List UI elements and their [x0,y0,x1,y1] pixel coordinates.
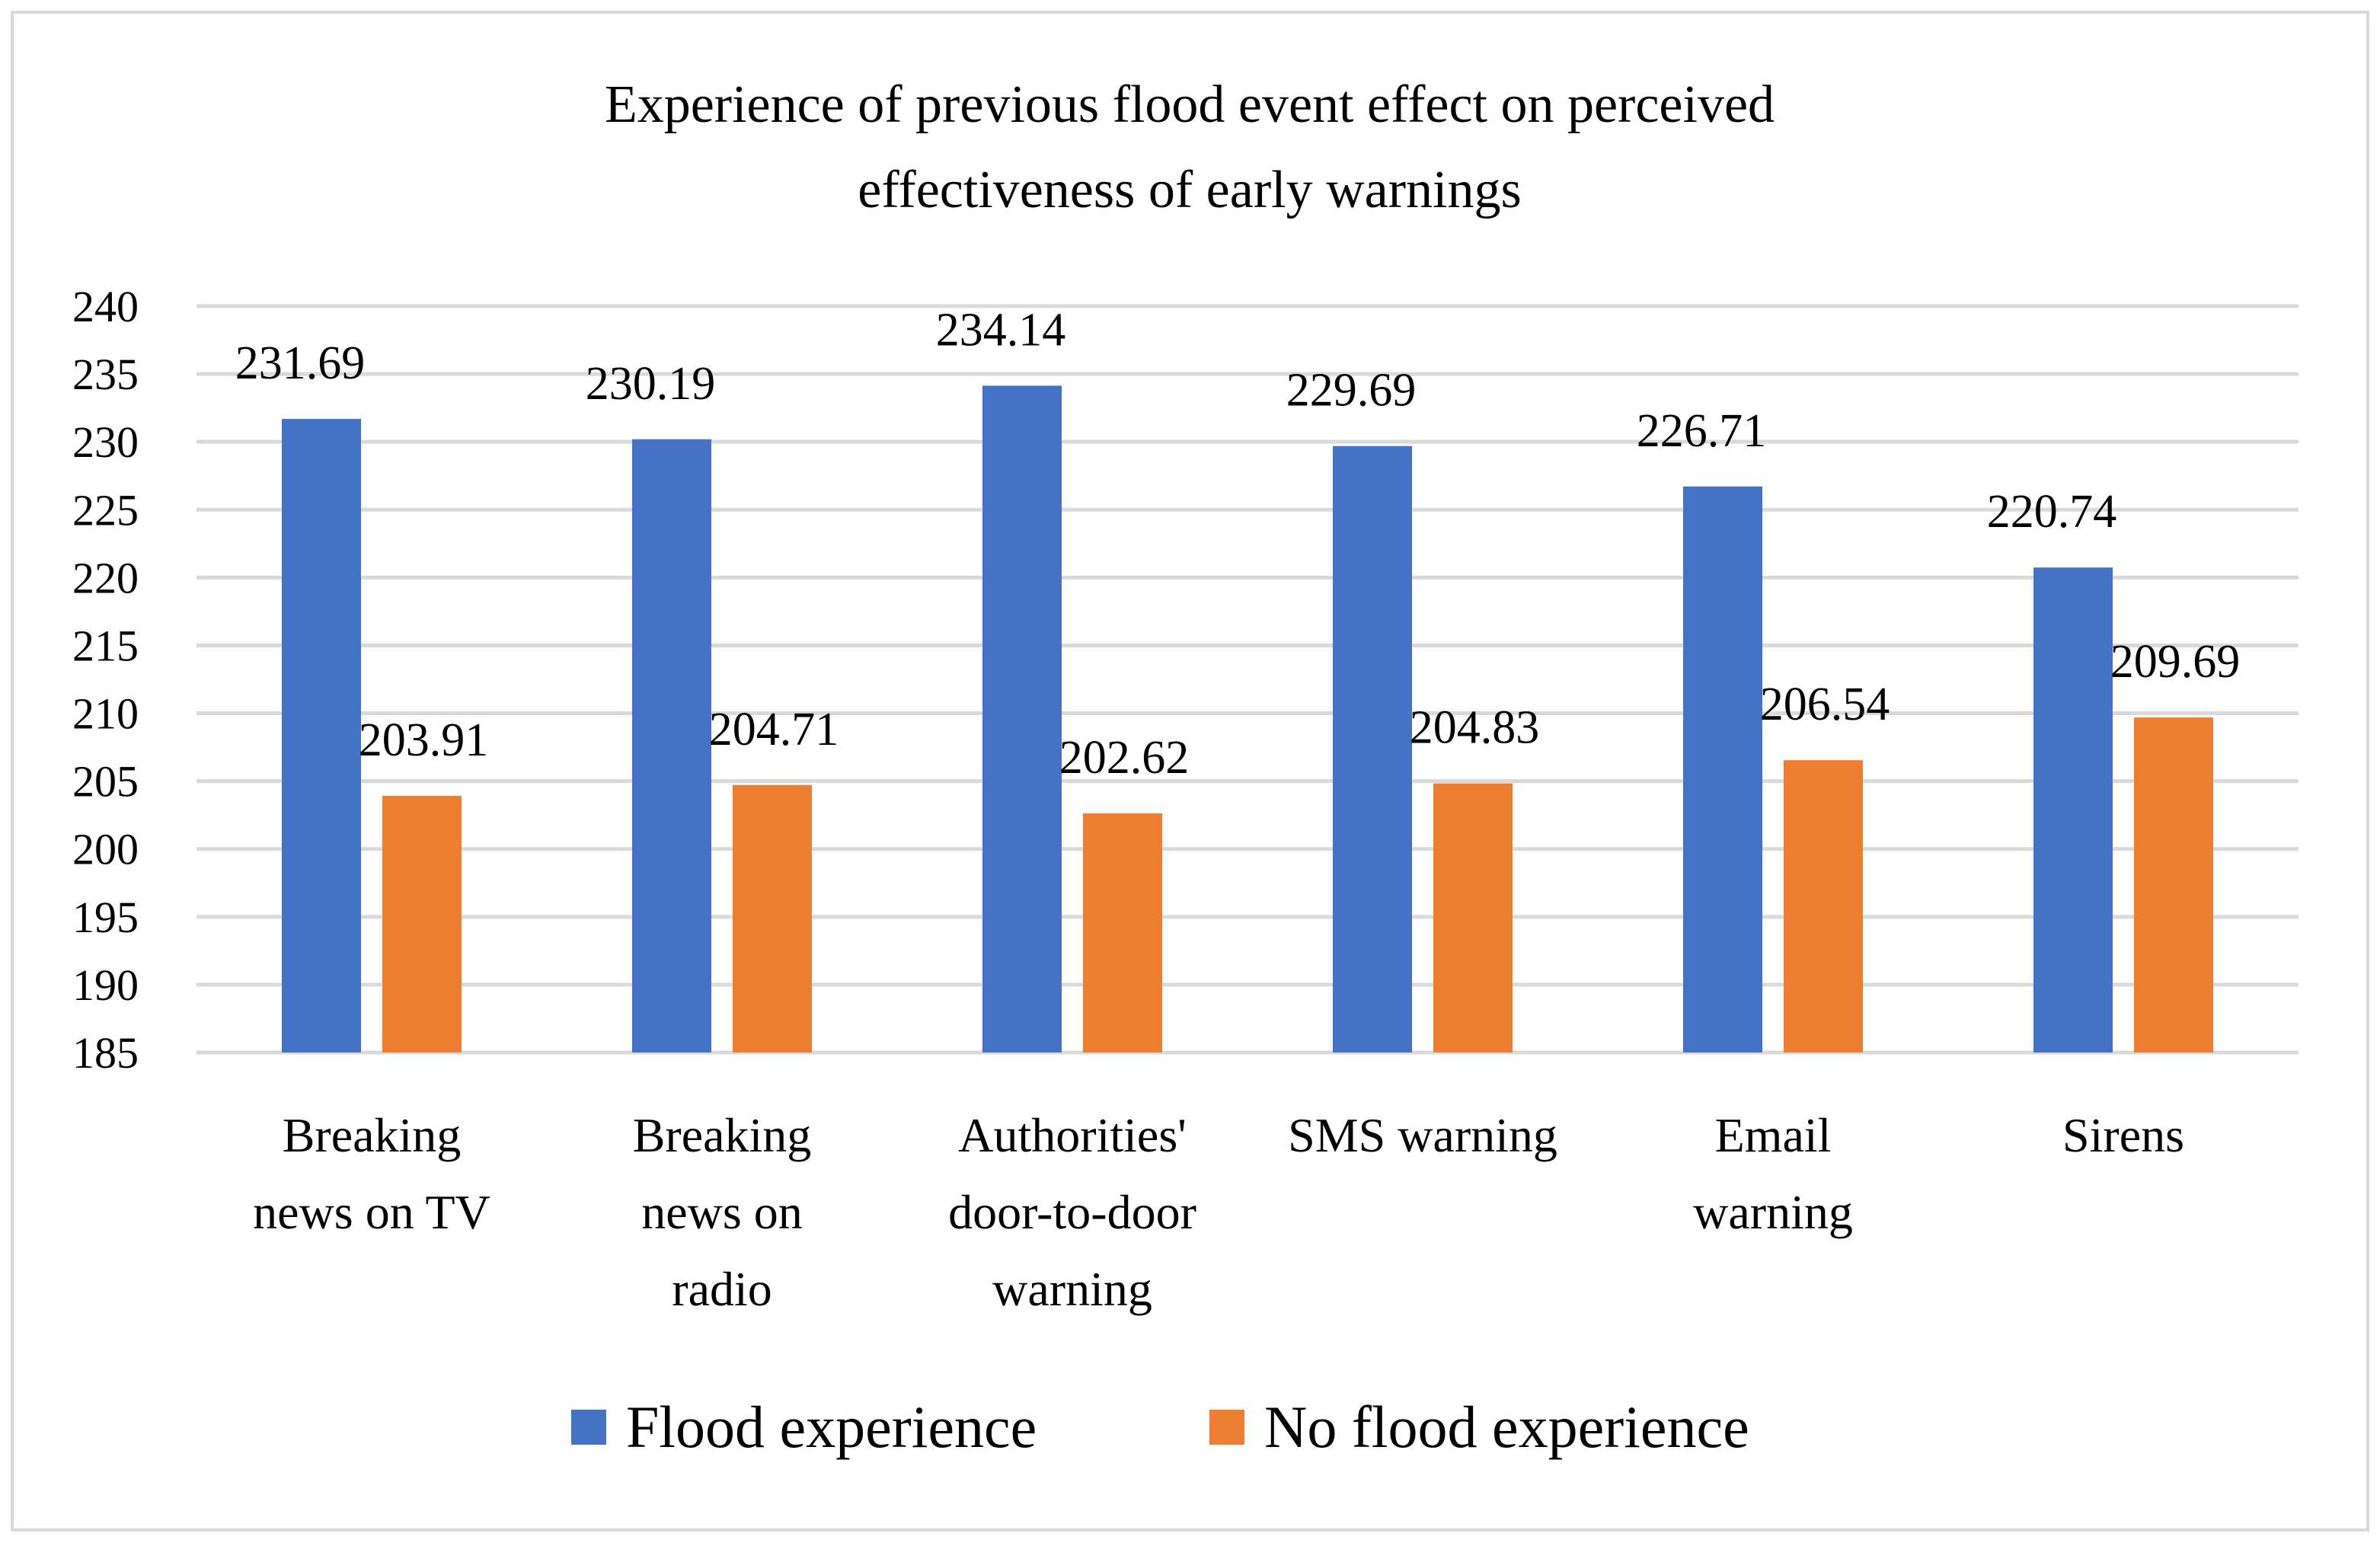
y-axis-ticks: 185 190 195 200 205 210 215 220 225 230 235 240 [72,282,139,1078]
y-tick-label: 215 [72,621,139,670]
y-tick-label: 205 [72,757,139,807]
data-label: 234.14 [936,304,1066,356]
x-category-label: Breaking [283,1108,462,1162]
y-tick-label: 240 [72,282,139,331]
y-tick-label: 210 [72,689,139,739]
y-tick-label: 235 [72,350,139,399]
y-tick-label: 195 [72,893,139,942]
chart-border [11,11,2369,1532]
y-tick-label: 225 [72,485,139,535]
chart-title: Experience of previous flood event effec… [605,75,1775,219]
bar-no-flood-1 [733,784,812,1052]
bars [282,385,2213,1052]
legend-swatch-no-flood-experience [1209,1410,1244,1445]
bar-no-flood-2 [1083,813,1162,1052]
y-tick-label: 185 [72,1028,139,1078]
gridlines [196,304,2299,1055]
bar-flood-2 [982,385,1062,1052]
x-category-label: SMS warning [1288,1108,1557,1162]
data-label: 203.91 [359,714,489,766]
chart-title-line-2: effectiveness of early warnings [858,161,1521,219]
bar-no-flood-3 [1433,783,1513,1052]
bar-flood-0 [282,419,361,1052]
bar-flood-3 [1333,446,1412,1052]
bar-no-flood-0 [382,796,462,1052]
legend-label-no-flood-experience: No flood experience [1264,1394,1749,1460]
x-category-label: Sirens [2062,1108,2184,1162]
y-tick-label: 230 [72,417,139,467]
x-category-label: Breaking [633,1108,812,1162]
data-label: 230.19 [586,358,716,410]
y-tick-label: 220 [72,553,139,602]
bar-no-flood-4 [1784,760,1863,1052]
data-label: 229.69 [1286,365,1417,417]
data-label: 204.83 [1410,702,1540,754]
y-tick-label: 200 [72,825,139,874]
y-tick-label: 190 [72,960,139,1010]
bar-flood-5 [2033,567,2113,1052]
data-label: 220.74 [1987,486,2117,538]
bar-no-flood-5 [2134,717,2213,1052]
bar-flood-4 [1683,486,1762,1052]
legend-label-flood-experience: Flood experience [626,1394,1037,1460]
data-label: 226.71 [1637,405,1767,457]
data-label: 206.54 [1760,679,1890,730]
x-category-label: radio [672,1262,772,1316]
bar-flood-1 [632,439,711,1052]
x-category-label: Authorities' [958,1108,1187,1162]
data-label: 204.71 [709,704,839,755]
legend-swatch-flood-experience [571,1410,606,1445]
chart-title-line-1: Experience of previous flood event effec… [605,75,1775,134]
legend: Flood experience No flood experience [571,1394,1749,1460]
data-labels: 231.69 230.19 234.14 229.69 226.71 220.74 203.… [235,304,2241,784]
x-category-label: news on [641,1185,803,1239]
data-label: 209.69 [2110,636,2241,688]
x-category-label: news on TV [253,1185,490,1239]
x-axis-categories: Breaking news on TV Breaking news on radio Au… [253,1108,2184,1316]
data-label: 231.69 [235,337,366,389]
x-category-label: warning [1693,1185,1853,1239]
x-category-label: warning [992,1262,1152,1316]
data-label: 202.62 [1059,732,1190,784]
x-category-label: Email [1715,1108,1832,1162]
x-category-label: door-to-door [948,1185,1196,1239]
